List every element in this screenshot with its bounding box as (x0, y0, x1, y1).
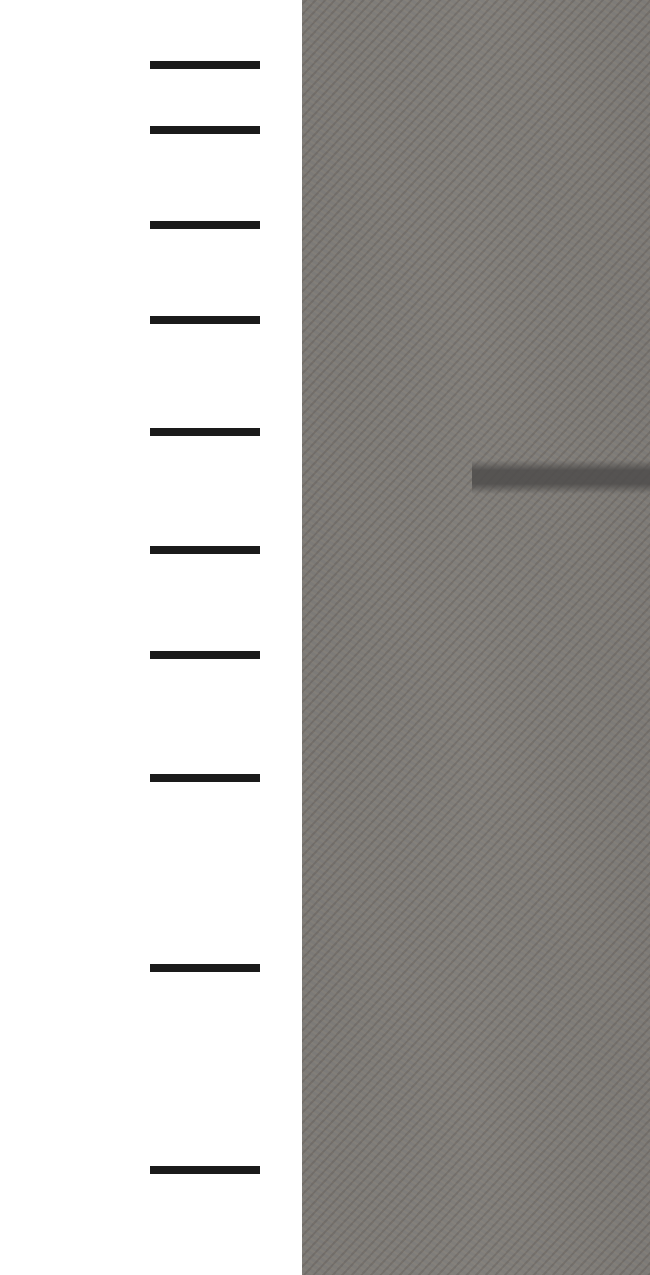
mw-tick-25 (150, 774, 260, 782)
mw-tick-55 (150, 428, 260, 436)
molecular-weight-ladder: 17013010070554035251510 (0, 0, 300, 1275)
blot-membrane (302, 0, 650, 1275)
mw-tick-40 (150, 546, 260, 554)
mw-tick-130 (150, 126, 260, 134)
mw-tick-70 (150, 316, 260, 324)
mw-tick-15 (150, 964, 260, 972)
lane-2-sample (472, 0, 650, 1275)
mw-tick-170 (150, 61, 260, 69)
lane-2-sample-band-0 (472, 460, 650, 494)
mw-tick-35 (150, 651, 260, 659)
mw-tick-10 (150, 1166, 260, 1174)
lane-1-control (302, 0, 467, 1275)
mw-tick-100 (150, 221, 260, 229)
